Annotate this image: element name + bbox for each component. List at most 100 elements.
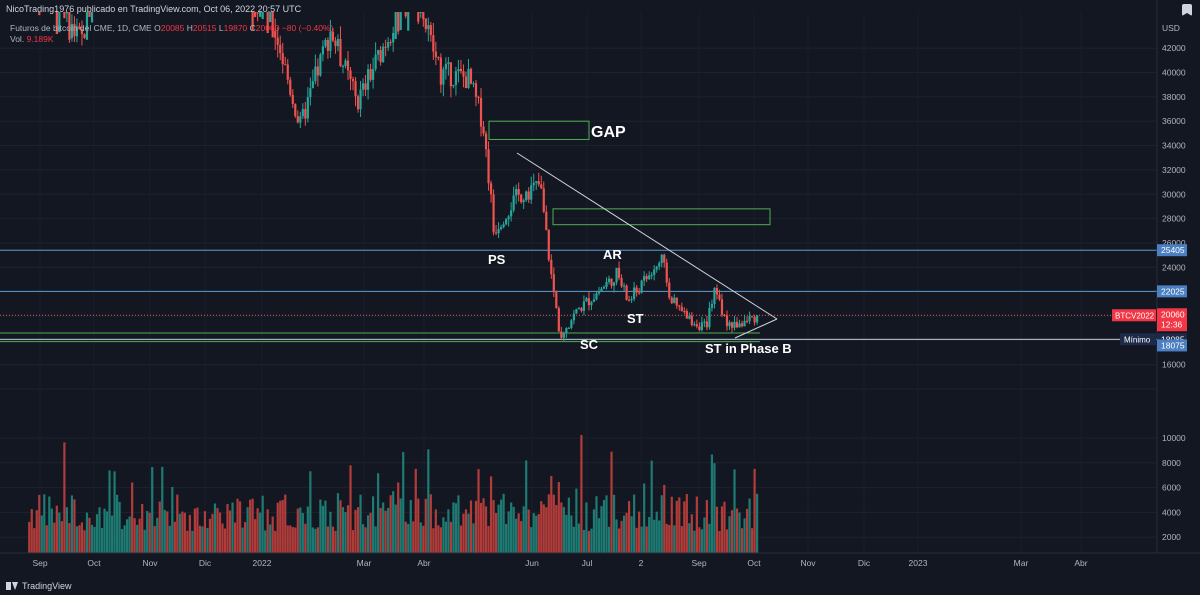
- candle-body: [324, 39, 327, 47]
- candle-body: [261, 12, 264, 20]
- candle-body: [346, 60, 350, 71]
- volume-bar: [515, 518, 518, 553]
- candle-body: [740, 323, 744, 327]
- price-tick-label: 24000: [1162, 262, 1186, 272]
- gap-zone: [488, 120, 590, 140]
- volume-bar: [143, 529, 146, 553]
- volume-bar: [191, 530, 194, 553]
- ohlc-high: 20515: [192, 23, 217, 33]
- candle-body: [693, 324, 696, 326]
- candle-body: [321, 46, 324, 55]
- candle-body: [316, 66, 319, 76]
- volume-bar: [148, 512, 151, 553]
- volume-bar: [399, 498, 402, 553]
- volume-bar: [284, 494, 287, 553]
- volume-bar: [33, 528, 36, 553]
- volume-bar: [105, 511, 109, 553]
- candle-body: [422, 12, 425, 20]
- candle-body: [698, 326, 701, 330]
- volume-bar: [329, 511, 332, 553]
- volume-tick-label: 2000: [1162, 532, 1181, 542]
- volume-bar: [188, 514, 191, 553]
- volume-bar: [236, 498, 239, 553]
- volume-bar: [685, 494, 688, 553]
- volume-bar: [93, 526, 96, 553]
- candle-body: [565, 328, 568, 334]
- time-tick-label: Oct: [747, 558, 761, 568]
- volume-bar: [43, 494, 46, 553]
- candle-body: [540, 184, 543, 189]
- volume-bar: [271, 516, 274, 553]
- candle-body: [477, 96, 480, 98]
- volume-bar: [344, 512, 347, 553]
- candle-body: [562, 333, 565, 338]
- volume-bar: [186, 530, 189, 553]
- volume-bar: [409, 500, 412, 553]
- volume-bar: [392, 491, 395, 553]
- candle-body: [487, 149, 490, 184]
- volume-bar: [296, 508, 299, 553]
- volume-bar: [65, 507, 68, 553]
- price-tag-level: 18075: [1161, 340, 1185, 350]
- volume-bar: [261, 495, 264, 553]
- volume-bar: [377, 473, 380, 553]
- candle-body: [404, 12, 407, 17]
- candle-body: [567, 327, 570, 329]
- volume-bar: [437, 525, 440, 553]
- volume-bar: [532, 513, 535, 553]
- volume-bar: [452, 502, 455, 553]
- volume-bar: [552, 494, 555, 553]
- volume-bar: [158, 501, 161, 553]
- volume-bar: [708, 523, 711, 553]
- volume-bar: [502, 493, 505, 553]
- candle-body: [587, 298, 591, 306]
- volume-bar: [266, 509, 269, 553]
- volume-bar: [286, 525, 289, 553]
- candle-body: [371, 69, 375, 80]
- volume-bar: [60, 521, 63, 553]
- candle-body: [557, 308, 560, 332]
- tradingview-brand: TradingView: [22, 581, 72, 591]
- volume-bar: [53, 522, 56, 553]
- volume-bar: [35, 510, 38, 553]
- volume-bar: [575, 488, 578, 553]
- volume-bar: [738, 512, 741, 553]
- volume-bar: [133, 518, 136, 553]
- volume-bar: [218, 512, 222, 553]
- volume-bar: [73, 499, 76, 553]
- candle-body: [304, 109, 307, 119]
- candle-body: [306, 97, 309, 119]
- volume-bar: [404, 521, 407, 553]
- candle-body: [743, 320, 746, 327]
- candle-body: [750, 316, 754, 318]
- bookmark-icon[interactable]: [1182, 4, 1192, 16]
- price-tick-label: 36000: [1162, 116, 1186, 126]
- trendline-upper: [516, 152, 778, 320]
- volume-bar: [582, 530, 586, 553]
- candle-body: [728, 322, 731, 327]
- volume-bar: [274, 530, 277, 553]
- annotation-label: ST: [627, 311, 644, 326]
- volume-bar: [540, 501, 543, 553]
- last-price-tag: 20060: [1161, 309, 1185, 319]
- candle-body: [620, 277, 623, 287]
- candle-body: [547, 230, 550, 260]
- trendline-lower: [734, 318, 778, 339]
- price-tag-level-bg: [1157, 339, 1187, 352]
- volume-bar: [28, 521, 31, 553]
- volume-bar: [193, 508, 196, 553]
- tradingview-footer[interactable]: TradingView: [6, 581, 72, 591]
- volume-bar: [339, 500, 342, 553]
- candle-body: [467, 68, 470, 89]
- volume-bar: [136, 524, 139, 553]
- volume-bar: [753, 468, 756, 553]
- volume-bar: [635, 527, 638, 553]
- volume-bar: [442, 517, 445, 553]
- volume-bar: [748, 498, 751, 553]
- volume-bar: [321, 505, 324, 553]
- tradingview-logo-icon: [6, 582, 19, 590]
- candle-body: [582, 301, 586, 311]
- candle-body: [361, 83, 365, 90]
- symbol-line: Futuros de bitcoin del CME, 1D, CME: [10, 23, 152, 33]
